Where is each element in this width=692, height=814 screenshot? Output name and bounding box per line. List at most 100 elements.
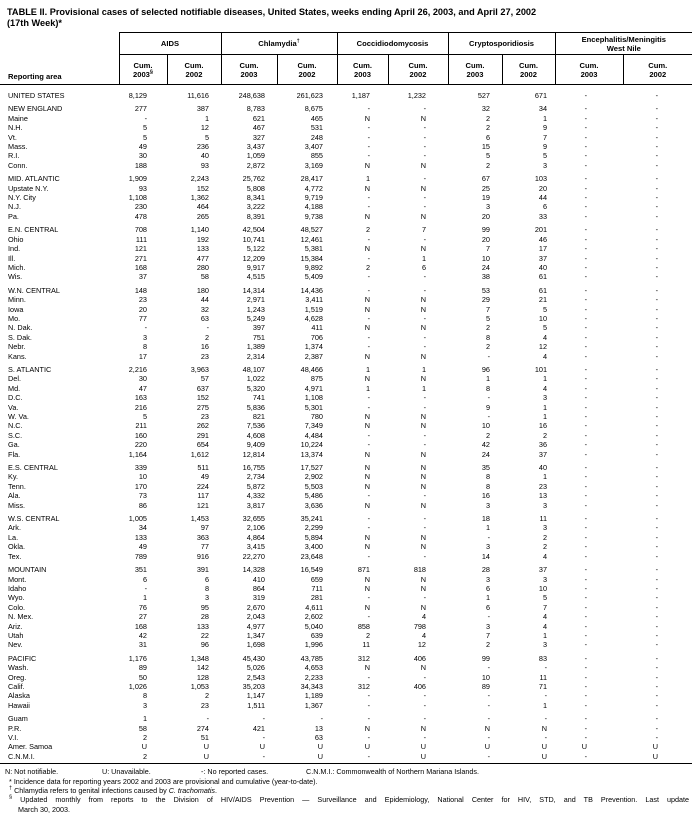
value-cell: 4 xyxy=(421,612,426,622)
value-cell: - xyxy=(423,285,426,295)
value-cell: 2,387 xyxy=(304,351,323,361)
value-cell: 11,616 xyxy=(187,91,209,100)
value-cell: 121 xyxy=(196,500,209,510)
value-cell: 639 xyxy=(310,630,323,640)
value-cell: 3 xyxy=(485,500,490,510)
value-cell: 5,894 xyxy=(304,532,323,542)
value-cell: 121 xyxy=(134,244,147,254)
value-cell: 3,437 xyxy=(246,142,265,152)
value-cell: N xyxy=(420,602,426,612)
value-cell: 168 xyxy=(134,621,147,631)
value-cell: 1 xyxy=(542,113,548,123)
subheader-cum: Cum. xyxy=(133,61,153,70)
value-cell: 216 xyxy=(134,402,147,412)
document-page: TABLE II. Provisional cases of selected … xyxy=(0,7,692,814)
value-cell: - xyxy=(423,313,426,323)
footnote-dagger-text: Chlamydia refers to genital infections c… xyxy=(14,786,169,796)
table-row: Ariz. 168 133 4,977 5,040 858 798 3 4 - - xyxy=(0,622,692,631)
value-cell: - xyxy=(423,132,426,142)
value-cell: - xyxy=(655,430,659,440)
value-cell: 5,381 xyxy=(304,244,323,254)
value-cell: 224 xyxy=(196,481,209,491)
value-cell: 248 xyxy=(310,132,323,142)
value-cell: 3,415 xyxy=(246,542,265,552)
reporting-area-cell: PACIFIC xyxy=(8,653,37,663)
value-cell: 89 xyxy=(481,681,490,691)
value-cell: 6 xyxy=(421,262,426,272)
subheader-year: 2003 xyxy=(580,70,598,79)
value-cell: 478 xyxy=(134,211,147,221)
value-cell: 421 xyxy=(252,723,265,733)
reporting-area-cell: Okla. xyxy=(8,542,26,552)
value-cell: 170 xyxy=(134,481,147,491)
value-cell: N xyxy=(420,583,426,593)
value-cell: 20 xyxy=(481,234,490,244)
subheader-cum: Cum. xyxy=(184,61,204,70)
column-subheader: Cum. 2003 xyxy=(220,54,277,85)
footnote-star-marker: * xyxy=(9,776,12,786)
reporting-area-cell: Ind. xyxy=(8,244,21,254)
value-cell: 1,232 xyxy=(407,91,426,100)
value-cell: 5 xyxy=(142,412,147,421)
reporting-area-cell: W.S. CENTRAL xyxy=(8,514,60,524)
value-cell: 280 xyxy=(196,262,209,272)
value-cell: 133 xyxy=(134,532,147,542)
value-cell: 58 xyxy=(138,723,147,733)
value-cell: 61 xyxy=(538,272,548,282)
value-cell: N xyxy=(364,295,370,305)
value-cell: 89 xyxy=(138,663,147,673)
value-cell: - xyxy=(367,104,370,114)
value-cell: 406 xyxy=(413,681,426,691)
value-cell: 319 xyxy=(252,593,265,603)
value-cell: N xyxy=(364,463,370,473)
value-cell: - xyxy=(584,323,588,333)
value-cell: - xyxy=(487,714,490,724)
value-cell: 5,320 xyxy=(246,383,265,393)
value-cell: - xyxy=(584,332,588,342)
table-row: P.R. 58 274 421 13 N N N N - - xyxy=(0,724,692,733)
footnote-section-marker: § xyxy=(9,795,13,802)
value-cell: 1,187 xyxy=(351,91,370,100)
value-cell: 5,503 xyxy=(304,481,323,491)
footnote-dagger-marker: † xyxy=(9,785,13,792)
value-cell: - xyxy=(655,91,659,100)
table-row: S. ATLANTIC 2,216 3,963 48,107 48,466 1 1 96 101… xyxy=(0,361,692,374)
value-cell: 10 xyxy=(538,313,548,323)
value-cell: - xyxy=(423,202,426,212)
table-row: Fla. 1,164 1,612 12,814 13,374 N N 24 37 - - xyxy=(0,450,692,459)
reporting-area-cell: N. Dak. xyxy=(8,323,33,333)
value-cell: - xyxy=(655,583,659,593)
subheader-cum: Cum. xyxy=(519,61,538,70)
value-cell: 51 xyxy=(200,733,209,742)
value-cell: 96 xyxy=(481,364,490,374)
value-cell: 410 xyxy=(252,574,265,584)
value-cell: - xyxy=(367,253,370,263)
subheader-cum: Cum. xyxy=(648,61,668,70)
value-cell: - xyxy=(367,440,370,450)
value-cell: - xyxy=(423,151,426,161)
value-cell: 4,515 xyxy=(246,272,265,282)
value-cell: 262 xyxy=(196,421,209,431)
value-cell: 291 xyxy=(196,430,209,440)
reporting-area-cell: V.I. xyxy=(8,733,19,742)
reporting-area-cell: Minn. xyxy=(8,295,26,305)
value-cell: 23 xyxy=(200,412,209,421)
value-cell: 1 xyxy=(542,630,548,640)
value-cell: 163 xyxy=(134,393,147,403)
value-cell: 8 xyxy=(485,472,490,482)
value-cell: N xyxy=(364,542,370,552)
table-row: Mass. 49 236 3,437 3,407 - - 15 9 - - xyxy=(0,142,692,151)
value-cell: 16 xyxy=(481,491,490,501)
footnote-dagger-period: . xyxy=(215,786,218,796)
value-cell: 20 xyxy=(481,211,490,221)
value-cell: N xyxy=(420,532,426,542)
value-cell: 63 xyxy=(200,313,209,323)
value-cell: - xyxy=(423,332,426,342)
value-cell: - xyxy=(423,193,426,203)
value-cell: - xyxy=(655,691,659,701)
table-row: Ill. 271 477 12,209 15,384 - 1 10 37 - - xyxy=(0,254,692,263)
value-cell: 57 xyxy=(200,374,209,384)
value-cell: - xyxy=(655,630,659,640)
value-cell: 7,536 xyxy=(246,421,265,431)
value-cell: 12 xyxy=(200,123,209,133)
